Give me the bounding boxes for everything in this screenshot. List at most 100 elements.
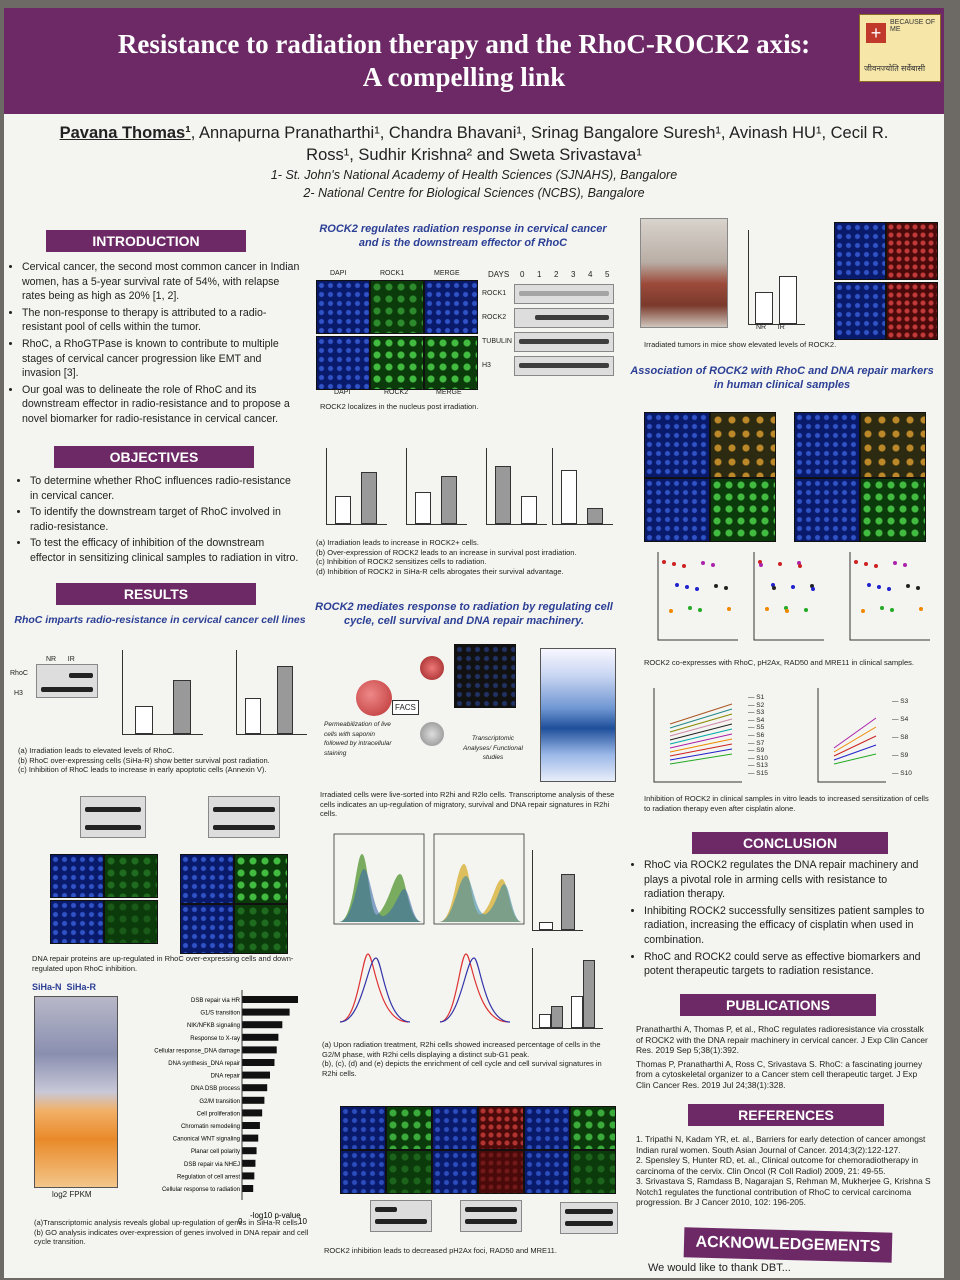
go-term-label: Cellular response to radiation [162, 1187, 240, 1193]
go-term-label: DNA DSB process [191, 1086, 240, 1092]
merge-micrograph [424, 280, 478, 334]
go-bar [242, 1084, 268, 1092]
go-bar [242, 1021, 283, 1029]
ph2ax-micrograph [524, 1150, 570, 1194]
scatter-point [669, 609, 673, 613]
blot-strip [514, 332, 614, 352]
scatter-point [682, 564, 686, 568]
legend-entry: — S5 [748, 724, 765, 732]
scatter-point [672, 562, 676, 566]
death-series-line [833, 735, 877, 757]
go-bar [242, 1109, 263, 1117]
rock2-caption: (a) Irradiation leads to increase in ROC… [316, 538, 577, 576]
cross-icon: + [866, 23, 886, 43]
death-series-line [669, 718, 733, 737]
title-line-1: Resistance to radiation therapy and the … [117, 29, 811, 59]
heat-labels: SiHa-N SiHa-R [32, 982, 97, 992]
title-bar: Resistance to radiation therapy and the … [4, 8, 944, 114]
legend-entry: — S6 [748, 732, 765, 739]
scatter-point [675, 583, 679, 587]
scatter-point [791, 585, 795, 589]
cell-cycle-histogram-2 [433, 833, 525, 925]
death-series-line [669, 723, 733, 741]
intro-point-0: Cervical cancer, the second most common … [22, 260, 300, 304]
rock2-subtitle: ROCK2 regulates radiation response in ce… [319, 223, 607, 249]
ph2ax-micrograph [570, 1106, 616, 1150]
rad50-blot-2 [460, 1200, 522, 1232]
legend-entry: — S13 [748, 762, 768, 770]
results-caption-2: DNA repair proteins are up-regulated in … [32, 954, 294, 973]
clinical-scatter-1 [657, 552, 738, 641]
death-series-line [669, 733, 733, 749]
blot-row-label: H3 [482, 362, 491, 369]
legend-entry: — S7 [748, 739, 765, 747]
clinical-caption: ROCK2 co-expresses with RhoC, pH2Ax, RAD… [644, 658, 914, 667]
scatter-point [785, 609, 789, 613]
blot-day: 1 [537, 270, 542, 279]
perm-text: Permeabilization of live cells with sapo… [324, 721, 392, 757]
scatter-point [778, 562, 782, 566]
death-series-line [669, 703, 733, 725]
affiliation-2: 2- National Centre for Biological Scienc… [303, 186, 645, 200]
scatter-point [701, 561, 705, 565]
rock2-mediates-subtitle: ROCK2 mediates response to radiation by … [315, 601, 613, 627]
scatter-point [919, 607, 923, 611]
institution-logo: + BECAUSE OF ME जीवनज्योति सर्वेबासी [859, 14, 941, 82]
introduction-body: Cervical cancer, the second most common … [10, 260, 300, 429]
scatter-point [695, 587, 699, 591]
legend-entry: — S3 [748, 709, 765, 717]
scatter-point [874, 564, 878, 568]
go-bar [242, 1059, 275, 1066]
rad50-blot [208, 796, 280, 838]
scatter-point [880, 606, 884, 610]
intro-point-2: RhoC, a RhoGTPase is known to contribute… [22, 337, 300, 381]
scatter-point [772, 586, 776, 590]
rock2-bar-a [326, 448, 387, 525]
references-list: 1. Tripathi N, Kadam YR, et. al., Barrie… [636, 1134, 931, 1207]
legend-entry: — S1 [748, 694, 765, 701]
rock1-micrograph [370, 280, 424, 334]
mre11-blot-2 [560, 1202, 618, 1234]
go-term-label: DNA repair [211, 1074, 240, 1080]
scatter-point [906, 584, 910, 588]
go-bar [242, 996, 298, 1003]
tumor-photo [640, 218, 728, 328]
scatter-point [877, 585, 881, 589]
publications-list: Pranatharthi A, Thomas P, et al., RhoC r… [636, 1024, 928, 1090]
conclusion-heading: CONCLUSION [692, 832, 888, 854]
scatter-point [759, 563, 763, 567]
cell-cycle-caption: (a) Upon radiation treatment, R2hi cells… [322, 1040, 602, 1078]
conclusion-point-0: RhoC via ROCK2 regulates the DNA repair … [644, 858, 928, 902]
publications-heading: PUBLICATIONS [680, 994, 876, 1016]
go-bar [242, 1096, 265, 1104]
blot-day: 5 [605, 270, 610, 279]
bottom-caption: ROCK2 inhibition leads to decreased pH2A… [324, 1246, 557, 1255]
go-bar [242, 1008, 290, 1016]
association-subtitle: Association of ROCK2 with RhoC and DNA r… [630, 365, 934, 391]
references-heading: REFERENCES [688, 1104, 884, 1126]
legend-entry: — S3 [892, 698, 909, 705]
ph2ax-micrograph [524, 1106, 570, 1150]
go-term-label: Canonical WNT signaling [173, 1137, 240, 1143]
ph2ax-micrograph [386, 1150, 432, 1194]
blot-row-label: TUBULIN [482, 338, 512, 345]
conclusion-point-1: Inhibiting ROCK2 successfully sensitizes… [644, 904, 928, 948]
sort-caption: Irradiated cells were live-sorted into R… [320, 790, 615, 818]
go-tick: 0 [238, 1217, 243, 1226]
results-caption-1: (a) Irradiation leads to elevated levels… [18, 746, 270, 774]
scatter-point [887, 587, 891, 591]
ph2ax-micrograph [386, 1106, 432, 1150]
go-bar [242, 1172, 255, 1180]
intro-point-1: The non-response to therapy is attribute… [22, 306, 300, 335]
rock2-bar-b [406, 448, 467, 525]
scatter-point [765, 607, 769, 611]
logo-text-2: जीवनज्योति सर्वेबासी [864, 64, 926, 73]
scatter-point [798, 564, 802, 568]
go-bar [242, 1071, 270, 1079]
go-bar [242, 1159, 256, 1167]
acknowledgements-heading: ACKNOWLEDGEMENTS [683, 1227, 893, 1263]
blot-day: 3 [571, 270, 576, 279]
scatter-point [903, 563, 907, 567]
legend-entry: — S15 [748, 770, 768, 777]
rock2-bar-d [552, 448, 613, 525]
